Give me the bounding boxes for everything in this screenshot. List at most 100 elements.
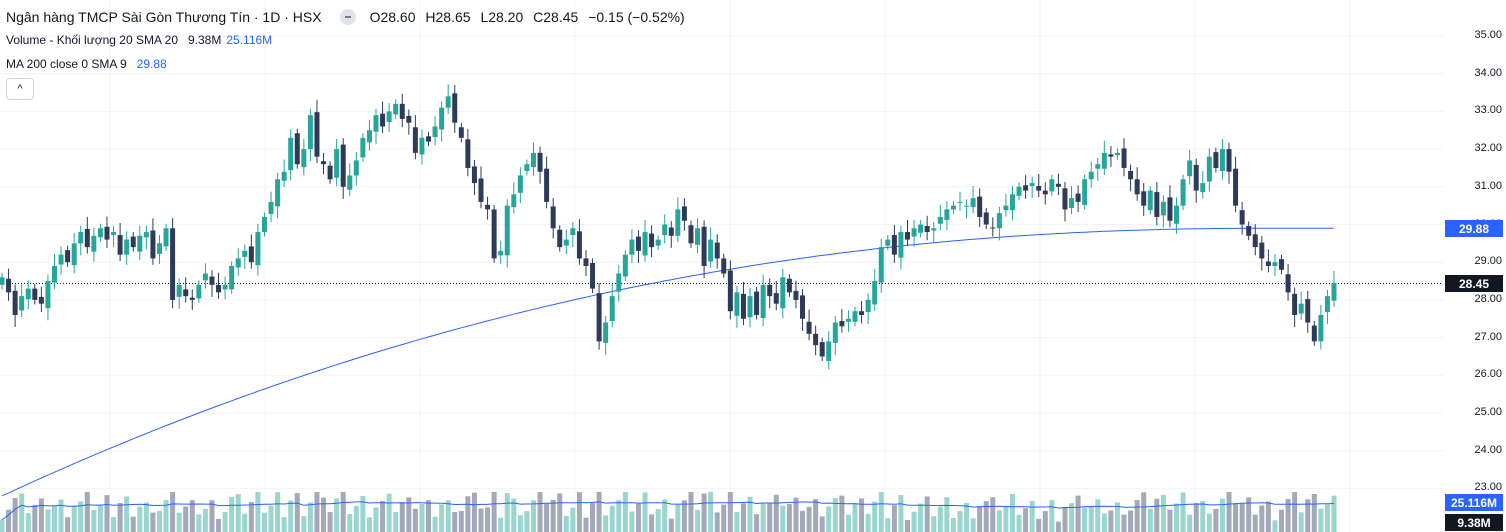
- candle-body: [452, 93, 458, 123]
- candle-body: [1121, 148, 1127, 168]
- volume-bar: [806, 506, 812, 532]
- volume-bar: [1318, 508, 1324, 532]
- candle-body: [71, 243, 77, 266]
- volume-bar: [386, 493, 392, 532]
- volume-bar: [924, 496, 930, 532]
- price-tick-label: 31.00: [1474, 179, 1502, 192]
- candle-body: [740, 293, 746, 319]
- volume-bar: [537, 492, 543, 532]
- volume-bar: [1292, 492, 1298, 532]
- volume-label[interactable]: Volume - Khối lượng 20 SMA 20: [6, 33, 178, 47]
- volume-bar: [58, 499, 64, 532]
- volume-sma-badge: 25.116M: [1445, 494, 1503, 511]
- candle-body: [695, 228, 701, 245]
- volume-bar: [242, 513, 248, 532]
- volume-bar: [156, 510, 162, 532]
- volume-bar: [347, 514, 353, 532]
- volume-bar: [1036, 518, 1042, 532]
- candle-body: [996, 213, 1002, 229]
- candle-body: [734, 292, 740, 316]
- candle-body: [170, 228, 176, 300]
- candle-body: [334, 149, 340, 178]
- candle-body: [465, 139, 471, 168]
- volume-bar: [904, 520, 910, 532]
- volume-bar: [1233, 503, 1239, 532]
- candle-body: [426, 136, 432, 142]
- volume-bar: [1141, 492, 1147, 532]
- candle-body: [898, 232, 904, 258]
- candle-body: [570, 228, 576, 236]
- candle-body: [58, 254, 64, 265]
- candle-body: [1009, 194, 1015, 211]
- candle-body: [209, 276, 215, 285]
- volume-bar: [209, 500, 215, 532]
- candle-body: [0, 277, 5, 285]
- candle-body: [1108, 154, 1114, 157]
- price-tick-label: 34.00: [1474, 66, 1502, 79]
- candle-body: [1167, 197, 1173, 221]
- volume-bar: [1187, 514, 1193, 532]
- volume-bar: [1324, 504, 1330, 532]
- volume-bar: [65, 517, 71, 532]
- candle-body: [1311, 325, 1317, 342]
- volume-bar: [1174, 503, 1180, 532]
- volume-bar: [839, 495, 845, 532]
- symbol-title[interactable]: Ngân hàng TMCP Sài Gòn Thương Tín · 1D ·…: [6, 9, 322, 25]
- price-tick-label: 23.00: [1474, 481, 1502, 494]
- candle-body: [393, 103, 399, 115]
- price-tick-label: 25.00: [1474, 406, 1502, 418]
- candle-body: [826, 341, 832, 361]
- candle-body: [1023, 185, 1029, 191]
- volume-bar: [84, 492, 90, 532]
- ma-legend[interactable]: MA 200 close 0 SMA 9 29.88: [6, 57, 167, 71]
- volume-bar: [1193, 503, 1199, 532]
- volume-bar: [471, 492, 477, 532]
- candle-body: [163, 228, 169, 247]
- candle-body: [1246, 226, 1252, 236]
- candle-body: [780, 277, 786, 309]
- price-axis[interactable]: 35.0034.0033.0032.0031.0030.0029.0028.00…: [1443, 0, 1506, 532]
- candle-body: [281, 171, 287, 181]
- volume-bar: [747, 496, 753, 532]
- candle-body: [852, 311, 858, 322]
- candle-body: [498, 250, 504, 256]
- volume-bar: [1055, 521, 1061, 532]
- ohlc-values: O28.60 H28.65 L28.20 C28.45 −0.15 (−0.52…: [370, 9, 691, 25]
- volume-bar: [662, 499, 668, 532]
- volume-bar: [51, 505, 57, 532]
- volume-bar: [268, 505, 274, 532]
- volume-bar: [1213, 508, 1219, 532]
- volume-bar: [426, 500, 432, 532]
- candle-body: [1187, 160, 1193, 177]
- volume-legend[interactable]: Volume - Khối lượng 20 SMA 20 9.38M 25.1…: [6, 33, 272, 47]
- volume-bar: [524, 511, 530, 532]
- volume-bar: [511, 498, 517, 532]
- volume-bar: [307, 502, 313, 532]
- minus-icon[interactable]: [339, 9, 356, 25]
- volume-bar: [727, 492, 733, 532]
- candle-body: [386, 111, 392, 122]
- candle-body: [924, 226, 930, 233]
- volume-bar: [439, 504, 445, 532]
- candle-body: [38, 296, 44, 304]
- volume-bars: [0, 492, 1337, 532]
- candle-body: [990, 227, 996, 229]
- volume-bar: [1101, 513, 1107, 532]
- volume-badge: 9.38M: [1445, 514, 1503, 531]
- symbol-legend[interactable]: Ngân hàng TMCP Sài Gòn Thương Tín · 1D ·…: [6, 9, 691, 25]
- ma-label[interactable]: MA 200 close 0 SMA 9: [6, 57, 127, 71]
- volume-bar: [1016, 514, 1022, 532]
- candle-body: [1259, 242, 1265, 259]
- volume-bar: [366, 517, 372, 532]
- volume-bar: [1069, 503, 1075, 532]
- volume-bar: [964, 502, 970, 532]
- volume-bar: [1160, 494, 1166, 532]
- candle-body: [603, 322, 609, 343]
- volume-bar: [701, 493, 707, 532]
- candle-body: [931, 228, 937, 231]
- volume-bar: [786, 504, 792, 532]
- collapse-legend-button[interactable]: ^: [6, 78, 34, 100]
- volume-bar: [668, 518, 674, 532]
- candle-body: [767, 284, 773, 297]
